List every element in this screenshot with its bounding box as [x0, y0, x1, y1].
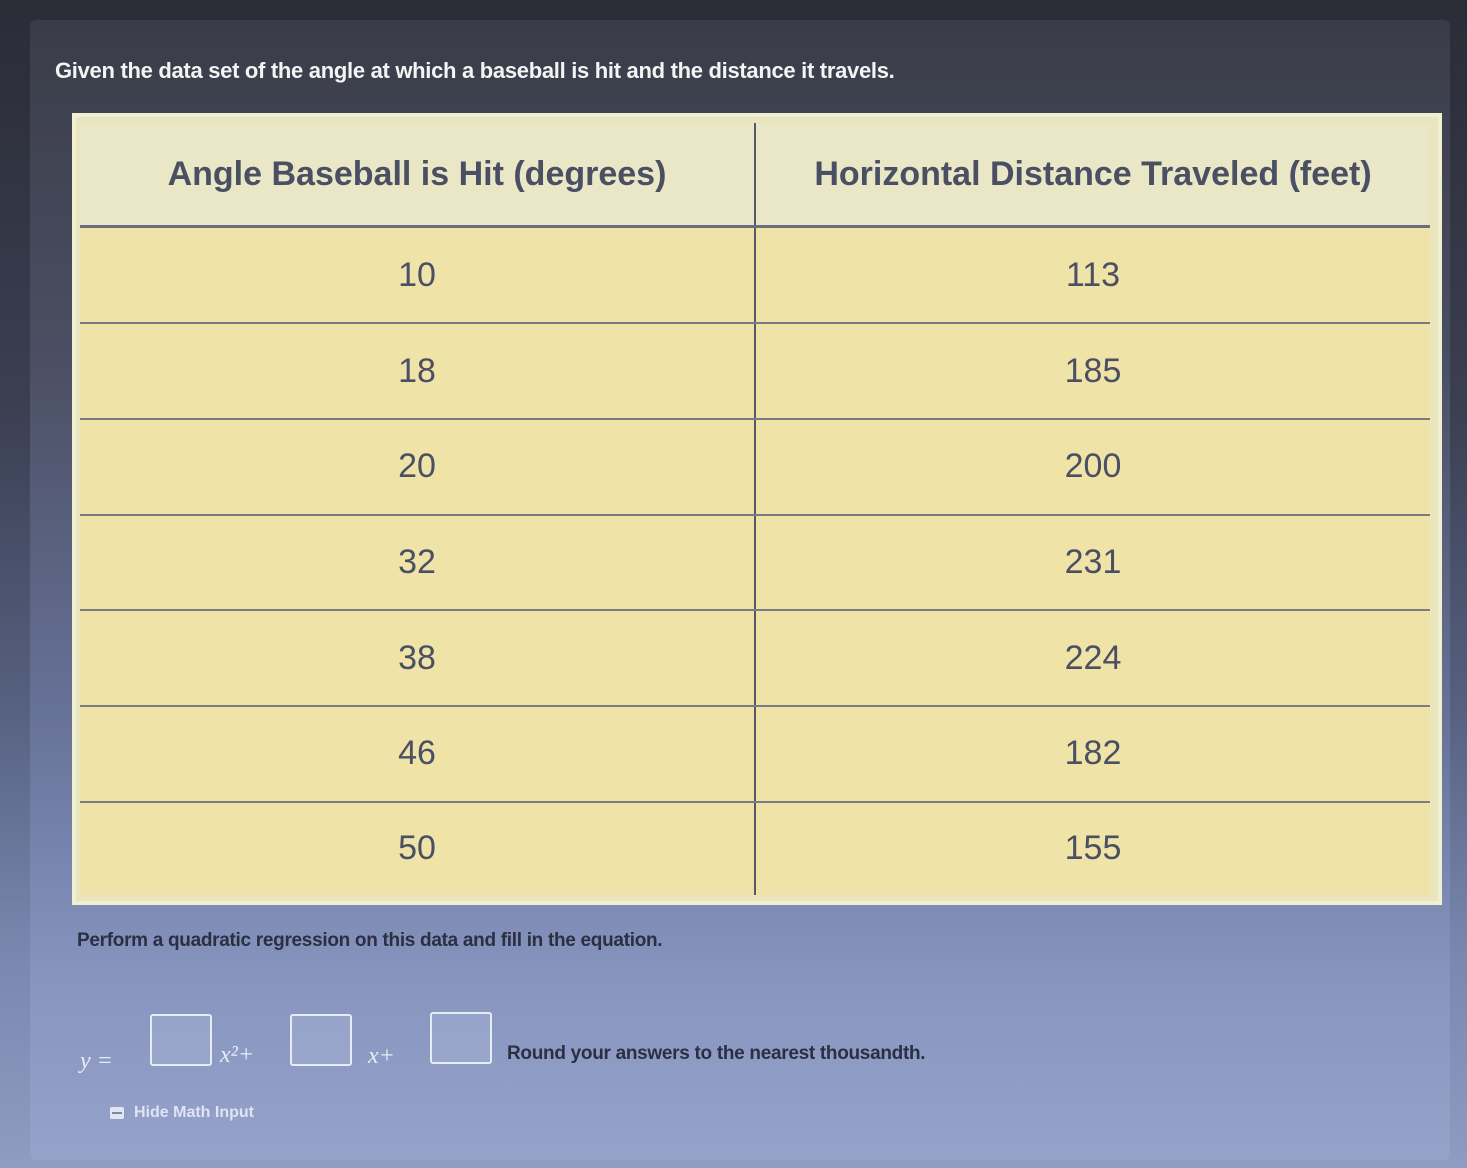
equation-x2-label: x²+: [220, 1042, 255, 1068]
table-row: 18 185: [80, 323, 1430, 420]
distance-cell: 200: [755, 418, 1430, 516]
distance-cell: 155: [755, 801, 1430, 895]
round-note: Round your answers to the nearest thousa…: [507, 1043, 926, 1064]
hide-math-label: Hide Math Input: [134, 1104, 254, 1121]
distance-cell: 231: [755, 514, 1430, 612]
table-row: 32 231: [80, 514, 1430, 612]
coefficient-c-input[interactable]: [430, 1012, 492, 1064]
distance-cell: 182: [755, 705, 1430, 803]
angle-cell: 18: [80, 323, 756, 420]
data-table: Angle Baseball is Hit (degrees) Horizont…: [80, 123, 1430, 895]
table-row: 10 113: [80, 226, 1430, 325]
instruction-text: Perform a quadratic regression on this d…: [77, 930, 663, 951]
coefficient-b-input[interactable]: [290, 1014, 352, 1066]
angle-cell: 32: [80, 514, 756, 612]
distance-cell: 185: [755, 323, 1430, 420]
equation-y-label: y =: [80, 1048, 113, 1074]
equation-row: y = x²+ x+ Round your answers to the nea…: [80, 1010, 1080, 1074]
angle-cell: 46: [80, 705, 756, 803]
table-row: 46 182: [80, 705, 1430, 803]
question-text: Given the data set of the angle at which…: [55, 58, 895, 83]
table-row: 38 224: [80, 610, 1430, 707]
keyboard-icon: [110, 1107, 124, 1119]
distance-cell: 224: [755, 610, 1430, 707]
table-header-row: Angle Baseball is Hit (degrees) Horizont…: [80, 123, 1430, 228]
table-row: 50 155: [80, 801, 1430, 895]
data-table-container: Angle Baseball is Hit (degrees) Horizont…: [72, 113, 1442, 905]
equation-x-label: x+: [368, 1043, 395, 1069]
distance-cell: 113: [755, 226, 1430, 325]
angle-cell: 38: [80, 610, 756, 707]
table-row: 20 200: [80, 418, 1430, 516]
angle-cell: 50: [80, 801, 756, 895]
header-angle: Angle Baseball is Hit (degrees): [80, 123, 756, 228]
angle-cell: 20: [80, 418, 756, 516]
header-distance: Horizontal Distance Traveled (feet): [755, 123, 1430, 228]
angle-cell: 10: [80, 226, 756, 325]
hide-math-input-toggle[interactable]: Hide Math Input: [110, 1104, 254, 1122]
coefficient-a-input[interactable]: [150, 1014, 212, 1066]
